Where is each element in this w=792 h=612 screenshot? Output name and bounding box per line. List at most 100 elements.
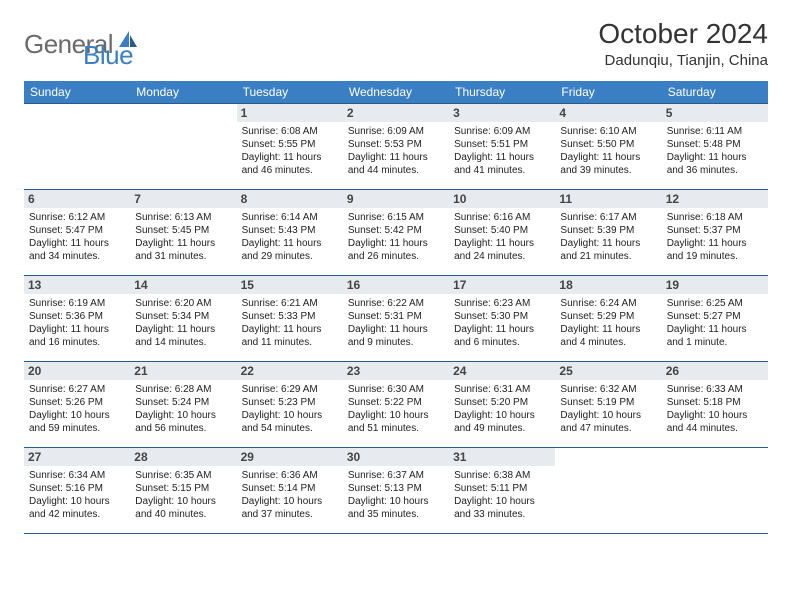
calendar-week-row: 6Sunrise: 6:12 AMSunset: 5:47 PMDaylight… <box>24 190 768 276</box>
daylight-text: Daylight: 11 hours and 9 minutes. <box>348 323 444 349</box>
sunrise-text: Sunrise: 6:37 AM <box>348 469 444 482</box>
header: General Blue October 2024 Dadunqiu, Tian… <box>24 18 768 71</box>
day-details: Sunrise: 6:21 AMSunset: 5:33 PMDaylight:… <box>242 297 338 349</box>
daylight-text: Daylight: 10 hours and 56 minutes. <box>135 409 231 435</box>
sunset-text: Sunset: 5:11 PM <box>454 482 550 495</box>
calendar-cell: 14 Sunrise: 6:20 AMSunset: 5:34 PMDayligh… <box>130 276 236 362</box>
day-number: 19 <box>662 276 768 294</box>
day-details: Sunrise: 6:24 AMSunset: 5:29 PMDaylight:… <box>560 297 656 349</box>
day-details: Sunrise: 6:13 AMSunset: 5:45 PMDaylight:… <box>135 211 231 263</box>
calendar-cell <box>24 104 130 190</box>
calendar-cell: 29Sunrise: 6:36 AMSunset: 5:14 PMDayligh… <box>237 448 343 534</box>
day-details: Sunrise: 6:37 AMSunset: 5:13 PMDaylight:… <box>348 469 444 521</box>
day-details: Sunrise: 6:36 AMSunset: 5:14 PMDaylight:… <box>242 469 338 521</box>
sunrise-text: Sunrise: 6:15 AM <box>348 211 444 224</box>
day-number: 30 <box>343 448 449 466</box>
sunset-text: Sunset: 5:30 PM <box>454 310 550 323</box>
sunset-text: Sunset: 5:29 PM <box>560 310 656 323</box>
day-number: 13 <box>24 276 130 294</box>
logo-text-blue: Blue <box>83 40 133 71</box>
calendar-cell: 9Sunrise: 6:15 AMSunset: 5:42 PMDaylight… <box>343 190 449 276</box>
day-details: Sunrise: 6:34 AMSunset: 5:16 PMDaylight:… <box>29 469 125 521</box>
day-number: 20 <box>24 362 130 380</box>
calendar-cell: 21Sunrise: 6:28 AMSunset: 5:24 PMDayligh… <box>130 362 236 448</box>
sunset-text: Sunset: 5:42 PM <box>348 224 444 237</box>
calendar-cell: 2Sunrise: 6:09 AMSunset: 5:53 PMDaylight… <box>343 104 449 190</box>
day-number: 28 <box>130 448 236 466</box>
sunrise-text: Sunrise: 6:10 AM <box>560 125 656 138</box>
day-number: 25 <box>555 362 661 380</box>
daylight-text: Daylight: 11 hours and 1 minute. <box>667 323 763 349</box>
day-details: Sunrise: 6:30 AMSunset: 5:22 PMDaylight:… <box>348 383 444 435</box>
sunrise-text: Sunrise: 6:17 AM <box>560 211 656 224</box>
daylight-text: Daylight: 10 hours and 33 minutes. <box>454 495 550 521</box>
sunset-text: Sunset: 5:51 PM <box>454 138 550 151</box>
sunset-text: Sunset: 5:37 PM <box>667 224 763 237</box>
day-number: 15 <box>237 276 343 294</box>
sunrise-text: Sunrise: 6:09 AM <box>348 125 444 138</box>
sunset-text: Sunset: 5:55 PM <box>242 138 338 151</box>
day-details: Sunrise: 6:20 AMSunset: 5:34 PMDaylight:… <box>135 297 231 349</box>
day-number: 21 <box>130 362 236 380</box>
sunrise-text: Sunrise: 6:27 AM <box>29 383 125 396</box>
daylight-text: Daylight: 11 hours and 41 minutes. <box>454 151 550 177</box>
calendar-cell: 3 Sunrise: 6:09 AMSunset: 5:51 PMDaylight… <box>449 104 555 190</box>
sunset-text: Sunset: 5:33 PM <box>242 310 338 323</box>
day-number: 3 <box>449 104 555 122</box>
day-number: 5 <box>662 104 768 122</box>
day-details: Sunrise: 6:18 AMSunset: 5:37 PMDaylight:… <box>667 211 763 263</box>
sunrise-text: Sunrise: 6:23 AM <box>454 297 550 310</box>
sunrise-text: Sunrise: 6:22 AM <box>348 297 444 310</box>
sunrise-text: Sunrise: 6:13 AM <box>135 211 231 224</box>
calendar-cell: 4Sunrise: 6:10 AMSunset: 5:50 PMDaylight… <box>555 104 661 190</box>
daylight-text: Daylight: 11 hours and 14 minutes. <box>135 323 231 349</box>
sunset-text: Sunset: 5:14 PM <box>242 482 338 495</box>
sunset-text: Sunset: 5:15 PM <box>135 482 231 495</box>
day-number: 8 <box>237 190 343 208</box>
daylight-text: Daylight: 10 hours and 40 minutes. <box>135 495 231 521</box>
calendar-cell: 5 Sunrise: 6:11 AMSunset: 5:48 PMDaylight… <box>662 104 768 190</box>
sunrise-text: Sunrise: 6:24 AM <box>560 297 656 310</box>
daylight-text: Daylight: 11 hours and 34 minutes. <box>29 237 125 263</box>
daylight-text: Daylight: 11 hours and 11 minutes. <box>242 323 338 349</box>
calendar-cell: 30 Sunrise: 6:37 AMSunset: 5:13 PMDayligh… <box>343 448 449 534</box>
day-number: 26 <box>662 362 768 380</box>
daylight-text: Daylight: 10 hours and 47 minutes. <box>560 409 656 435</box>
daylight-text: Daylight: 11 hours and 21 minutes. <box>560 237 656 263</box>
day-number: 6 <box>24 190 130 208</box>
day-details: Sunrise: 6:11 AMSunset: 5:48 PMDaylight:… <box>667 125 763 177</box>
sunrise-text: Sunrise: 6:09 AM <box>454 125 550 138</box>
calendar-table: Sunday Monday Tuesday Wednesday Thursday… <box>24 81 768 534</box>
calendar-cell: 16Sunrise: 6:22 AMSunset: 5:31 PMDayligh… <box>343 276 449 362</box>
day-number: 1 <box>237 104 343 122</box>
daylight-text: Daylight: 11 hours and 4 minutes. <box>560 323 656 349</box>
sunset-text: Sunset: 5:19 PM <box>560 396 656 409</box>
day-number: 14 <box>130 276 236 294</box>
calendar-cell: 6Sunrise: 6:12 AMSunset: 5:47 PMDaylight… <box>24 190 130 276</box>
calendar-cell: 31Sunrise: 6:38 AMSunset: 5:11 PMDayligh… <box>449 448 555 534</box>
daylight-text: Daylight: 10 hours and 51 minutes. <box>348 409 444 435</box>
calendar-cell: 23Sunrise: 6:30 AMSunset: 5:22 PMDayligh… <box>343 362 449 448</box>
day-header: Sunday <box>24 81 130 104</box>
sunset-text: Sunset: 5:26 PM <box>29 396 125 409</box>
day-details: Sunrise: 6:38 AMSunset: 5:11 PMDaylight:… <box>454 469 550 521</box>
calendar-week-row: 1Sunrise: 6:08 AMSunset: 5:55 PMDaylight… <box>24 104 768 190</box>
day-header: Saturday <box>662 81 768 104</box>
day-number: 7 <box>130 190 236 208</box>
day-details: Sunrise: 6:19 AMSunset: 5:36 PMDaylight:… <box>29 297 125 349</box>
day-details: Sunrise: 6:09 AMSunset: 5:53 PMDaylight:… <box>348 125 444 177</box>
calendar-week-row: 13 Sunrise: 6:19 AMSunset: 5:36 PMDayligh… <box>24 276 768 362</box>
day-number: 11 <box>555 190 661 208</box>
calendar-cell: 25Sunrise: 6:32 AMSunset: 5:19 PMDayligh… <box>555 362 661 448</box>
sunset-text: Sunset: 5:34 PM <box>135 310 231 323</box>
day-details: Sunrise: 6:14 AMSunset: 5:43 PMDaylight:… <box>242 211 338 263</box>
calendar-cell: 24Sunrise: 6:31 AMSunset: 5:20 PMDayligh… <box>449 362 555 448</box>
day-number: 24 <box>449 362 555 380</box>
day-details: Sunrise: 6:33 AMSunset: 5:18 PMDaylight:… <box>667 383 763 435</box>
calendar-cell: 12Sunrise: 6:18 AMSunset: 5:37 PMDayligh… <box>662 190 768 276</box>
sunset-text: Sunset: 5:43 PM <box>242 224 338 237</box>
sunset-text: Sunset: 5:31 PM <box>348 310 444 323</box>
day-number: 10 <box>449 190 555 208</box>
day-number: 17 <box>449 276 555 294</box>
day-number: 4 <box>555 104 661 122</box>
